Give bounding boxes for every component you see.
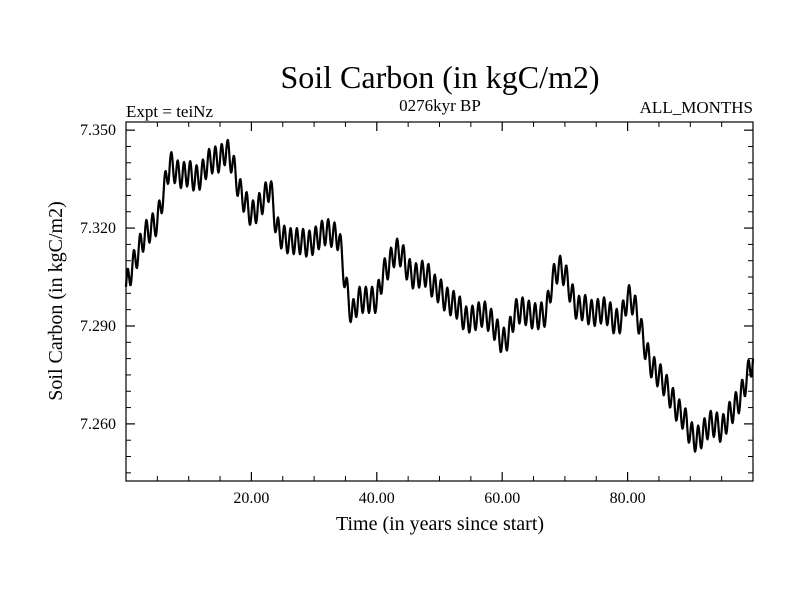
plot-area: 20.00 40.00 60.00 80.00 7.260 7.290 7.320 7.35… xyxy=(80,121,755,507)
y-axis-label: Soil Carbon (in kgC/m2) xyxy=(45,201,67,400)
y-tick-label: 7.260 xyxy=(80,416,116,433)
x-axis-label: Time (in years since start) xyxy=(336,513,544,535)
x-tick-label: 80.00 xyxy=(610,490,646,507)
x-tick-label: 60.00 xyxy=(484,490,520,507)
x-tick-label: 40.00 xyxy=(359,490,395,507)
chart-title: Soil Carbon (in kgC/m2) xyxy=(280,59,599,95)
period-label: 0276kyr BP xyxy=(399,96,481,115)
series-line xyxy=(124,138,755,453)
x-tick-label: 20.00 xyxy=(233,490,269,507)
plot-frame xyxy=(125,121,754,482)
y-tick-label: 7.320 xyxy=(80,220,116,237)
months-label: ALL_MONTHS xyxy=(640,98,753,117)
experiment-label: Expt = teiNz xyxy=(126,102,213,121)
series-layer xyxy=(124,138,755,453)
y-tick-label: 7.290 xyxy=(80,318,116,335)
y-tick-label: 7.350 xyxy=(80,122,116,139)
x-axis-ticks: 20.00 40.00 60.00 80.00 xyxy=(156,122,723,507)
y-axis-ticks: 7.260 7.290 7.320 7.350 xyxy=(80,122,753,474)
